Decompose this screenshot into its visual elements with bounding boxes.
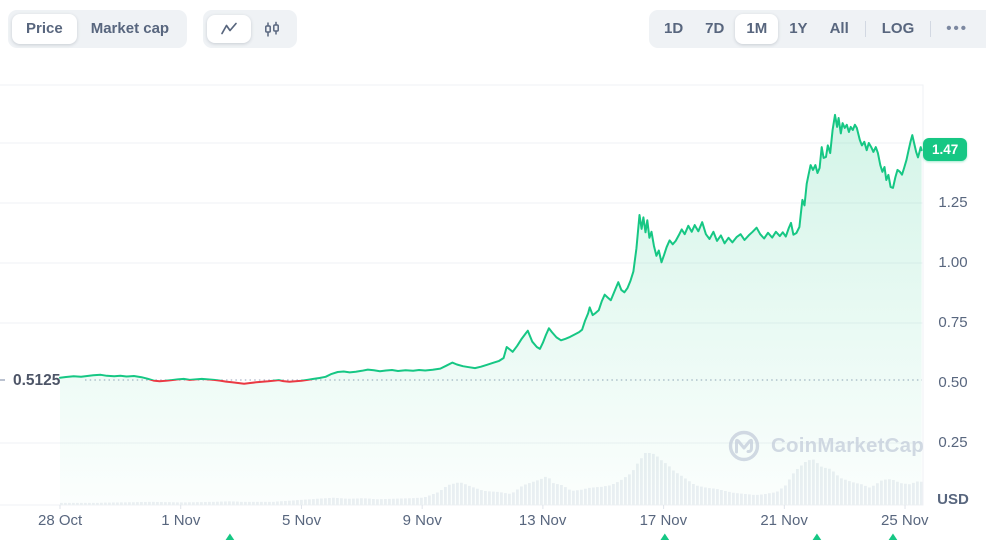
price-tab[interactable]: Price <box>12 14 77 44</box>
candlestick-chart-type-button[interactable] <box>251 15 293 44</box>
y-axis-unit-label: USD <box>937 491 969 508</box>
baseline-price-label: 0.5125 <box>13 372 61 389</box>
timeframe-toggle: 1D 7D 1M 1Y All LOG ••• <box>648 10 986 48</box>
timeframe-7d-button[interactable]: 7D <box>694 14 735 44</box>
timeframe-1m-button[interactable]: 1M <box>735 14 779 44</box>
line-chart-type-button[interactable] <box>207 15 252 43</box>
chart-type-toggle <box>203 10 298 48</box>
timeframe-all-button[interactable]: All <box>819 14 860 44</box>
event-marker-icon <box>888 533 898 540</box>
line-chart-icon <box>221 22 237 35</box>
x-axis-label: 21 Nov <box>760 512 808 529</box>
more-options-button[interactable]: ••• <box>936 14 978 44</box>
event-marker-icon <box>225 533 235 540</box>
market-cap-tab[interactable]: Market cap <box>77 14 183 44</box>
event-marker-icon <box>812 533 822 540</box>
chart-toolbar: Price Market cap 1D 7 <box>0 10 986 48</box>
candlestick-icon <box>265 21 280 36</box>
y-axis-label: 0.25 <box>938 434 968 451</box>
y-axis-label: 0.75 <box>938 314 968 331</box>
x-axis-label: 17 Nov <box>639 512 688 529</box>
x-axis-label: 13 Nov <box>518 512 567 529</box>
price-line-down <box>148 380 313 385</box>
y-axis-label: 0.50 <box>938 374 968 391</box>
toolbar-divider <box>864 21 866 37</box>
x-axis-label: 5 Nov <box>281 512 322 529</box>
y-axis-label: 1.25 <box>938 194 968 211</box>
x-axis-label: 9 Nov <box>402 512 442 529</box>
price-line-up <box>59 113 923 380</box>
current-price-badge: 1.47 <box>923 138 968 162</box>
x-axis-label: 28 Oct <box>38 512 83 529</box>
y-axis-label: 1.00 <box>938 254 968 271</box>
metric-toggle: Price Market cap <box>8 10 188 48</box>
event-marker-icon <box>660 533 670 540</box>
log-scale-button[interactable]: LOG <box>871 14 926 44</box>
x-axis-label: 1 Nov <box>161 512 201 529</box>
timeframe-1d-button[interactable]: 1D <box>653 14 694 44</box>
toolbar-divider <box>930 21 932 37</box>
timeframe-1y-button[interactable]: 1Y <box>778 14 818 44</box>
price-area-fill <box>60 114 922 506</box>
x-axis-label: 25 Nov <box>881 512 929 529</box>
